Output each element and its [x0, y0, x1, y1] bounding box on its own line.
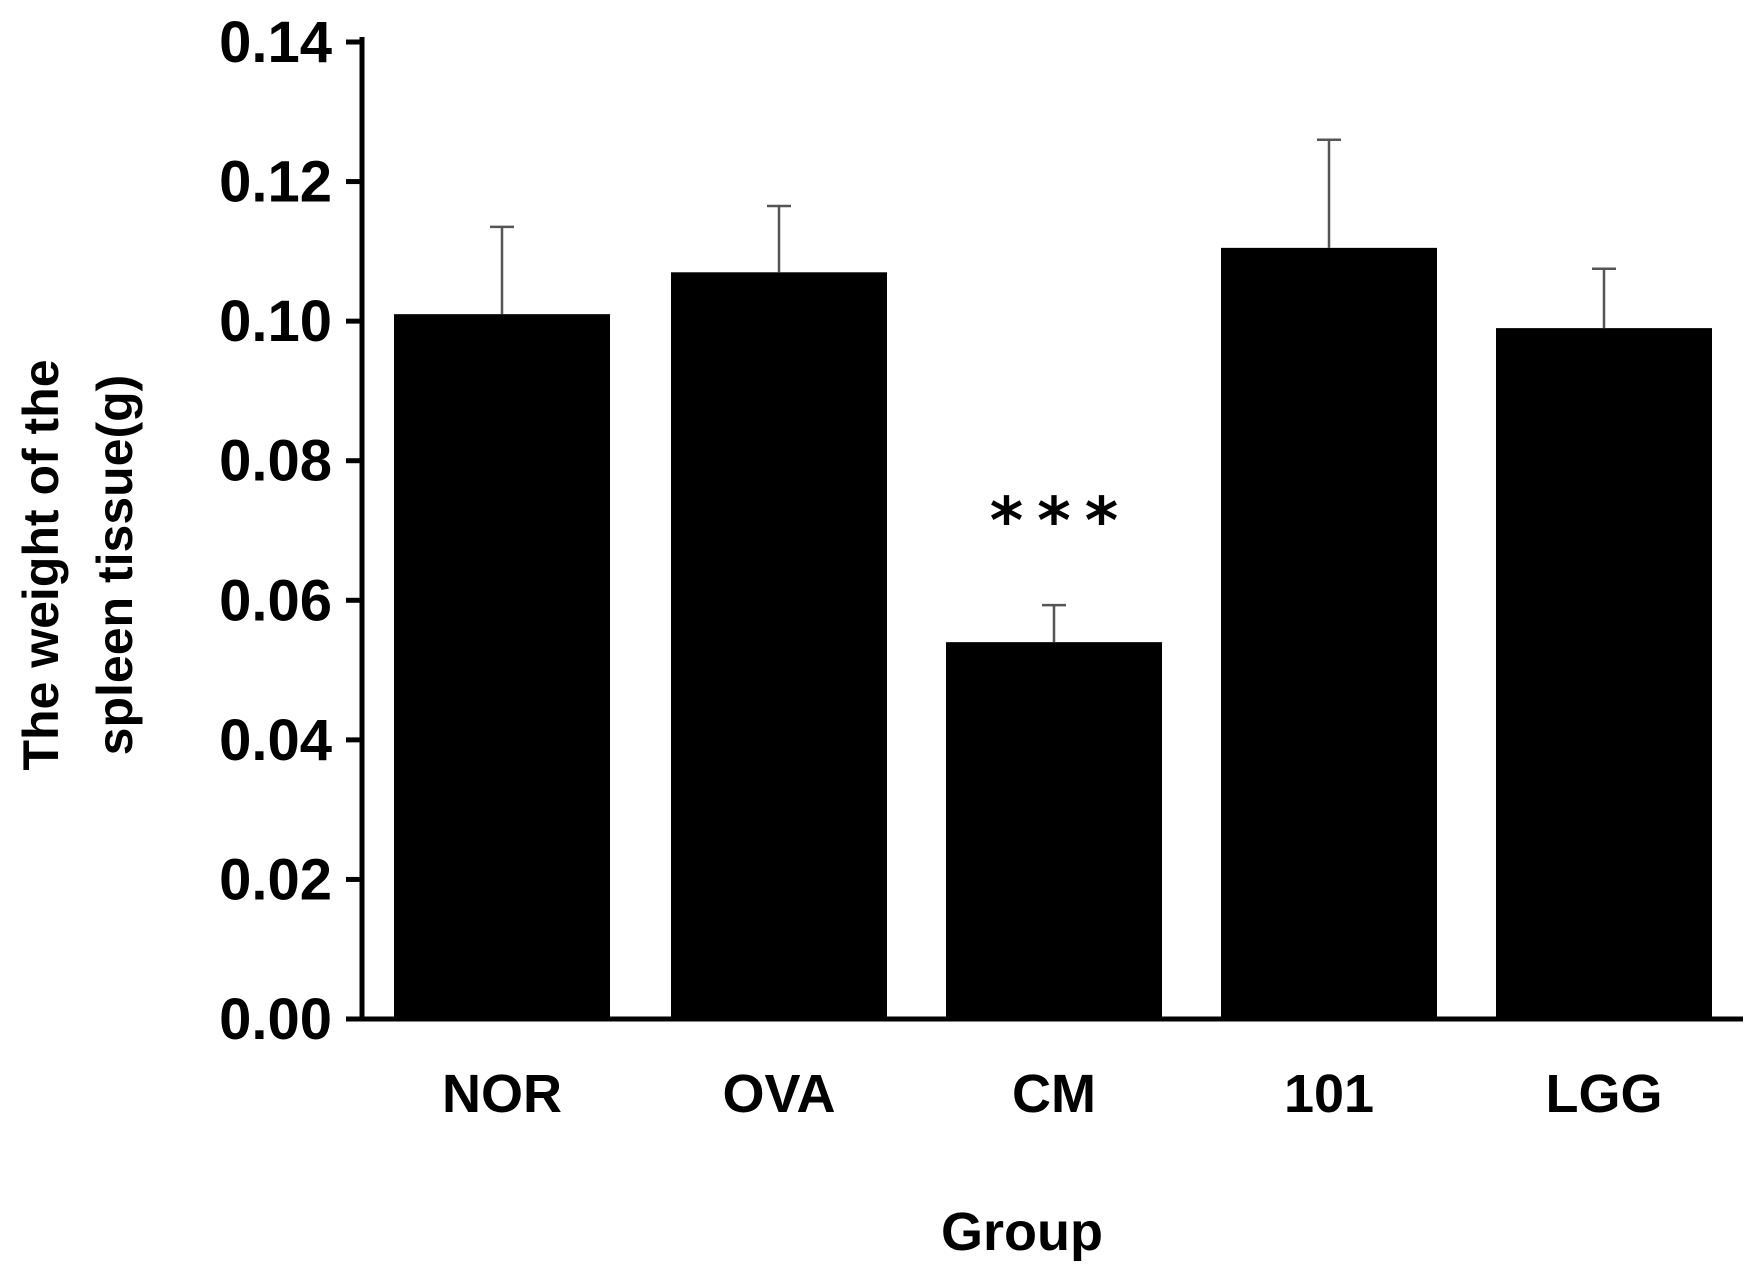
bar-nor — [394, 314, 610, 1019]
y-tick-label-5: 0.10 — [219, 289, 332, 354]
y-axis-title-line-1: The weight of the — [13, 359, 69, 770]
significance-annotation-cm: *** — [990, 485, 1132, 559]
x-label-nor: NOR — [442, 1064, 562, 1124]
y-tick-label-2: 0.04 — [219, 708, 332, 773]
y-axis-title: The weight of the spleen tissue(g) — [13, 359, 143, 770]
bar-cm — [946, 642, 1162, 1019]
x-label-ova: OVA — [722, 1064, 835, 1124]
y-tick-label-0: 0.00 — [219, 987, 332, 1052]
x-label-lgg: LGG — [1546, 1064, 1663, 1124]
y-tick-label-6: 0.12 — [219, 150, 332, 215]
x-label-101: 101 — [1284, 1064, 1374, 1124]
y-axis-ticks: 0.00 0.02 0.04 0.06 0.08 0.10 0.12 0.14 — [219, 10, 362, 1052]
bar-101 — [1221, 247, 1437, 1019]
y-tick-label-3: 0.06 — [219, 568, 332, 633]
bar-lgg — [1496, 328, 1712, 1019]
y-tick-label-7: 0.14 — [219, 10, 332, 75]
error-bars — [490, 138, 1616, 643]
y-tick-label-1: 0.02 — [219, 847, 332, 912]
bar-ova — [671, 272, 887, 1019]
bars — [394, 247, 1712, 1019]
y-axis-title-line-2: spleen tissue(g) — [87, 375, 143, 756]
annotations: *** — [990, 485, 1132, 559]
x-axis-labels: NOR OVA CM 101 LGG — [442, 1064, 1663, 1124]
x-axis-title: Group — [941, 1202, 1103, 1262]
x-label-cm: CM — [1012, 1064, 1096, 1124]
y-tick-label-4: 0.08 — [219, 429, 332, 494]
